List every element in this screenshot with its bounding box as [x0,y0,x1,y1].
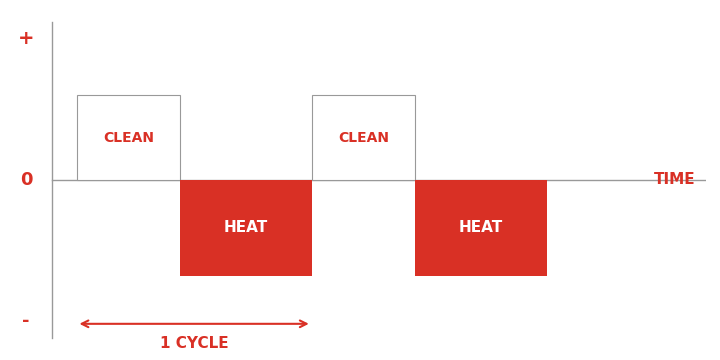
Text: 1 CYCLE: 1 CYCLE [160,336,228,351]
Bar [415,180,546,276]
Bar [180,180,312,276]
Text: HEAT: HEAT [224,220,268,235]
Text: +: + [18,30,35,49]
Text: TIME: TIME [654,172,696,188]
Text: CLEAN: CLEAN [338,131,389,145]
Text: 0: 0 [20,171,32,189]
Text: -: - [22,312,30,330]
Bar [312,95,415,180]
Text: CLEAN: CLEAN [103,131,154,145]
Bar [76,95,180,180]
Text: HEAT: HEAT [459,220,503,235]
